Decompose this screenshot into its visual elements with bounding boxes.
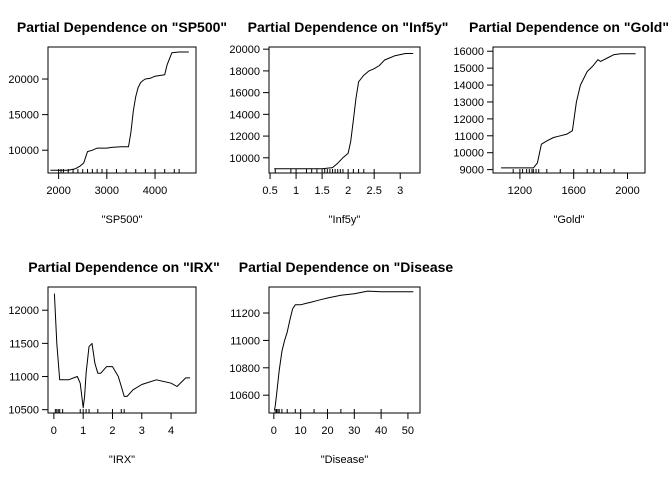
x-tick-label: 0 [51, 425, 57, 437]
y-tick-label: 11000 [9, 372, 39, 384]
y-tick-label: 10000 [453, 148, 484, 160]
x-tick-label: 0 [271, 425, 277, 437]
x-tick-label: 50 [402, 425, 414, 437]
y-tick-label: 11000 [454, 131, 484, 143]
x-axis-label: "SP500" [102, 214, 143, 226]
partial-dependence-line [274, 53, 414, 170]
y-tick-label: 16000 [229, 88, 260, 100]
y-tick-label: 18000 [229, 66, 260, 78]
x-axis-label: "Inf5y" [329, 214, 361, 226]
chart-title: Partial Dependence on "Gold" [469, 19, 669, 35]
partial-dependence-line [273, 290, 414, 411]
y-tick-label: 13000 [453, 97, 484, 109]
x-tick-label: 1 [80, 425, 86, 437]
x-tick-label: 2.5 [367, 185, 382, 197]
y-tick-label: 11500 [9, 338, 39, 350]
y-tick-label: 12000 [453, 114, 484, 126]
y-tick-label: 10000 [8, 145, 39, 157]
chart-panel-3: Partial Dependence on "Gold" 1200 1600 2000… [453, 19, 669, 226]
y-tick-label: 15000 [8, 110, 39, 122]
y-tick-label: 10800 [229, 363, 260, 375]
plot-frame [268, 46, 421, 174]
x-tick-label: 4 [168, 425, 174, 437]
y-tick-label: 10600 [229, 390, 260, 402]
chart-title: Partial Dependence on "SP500" [17, 19, 227, 35]
x-tick-label: 40 [375, 425, 387, 437]
y-tick-label: 14000 [229, 109, 260, 121]
x-tick-label: 1200 [508, 185, 532, 197]
x-tick-label: 1 [293, 185, 299, 197]
x-tick-label: 2 [345, 185, 351, 197]
x-axis-label: "IRX" [109, 454, 135, 466]
y-tick-label: 15000 [453, 63, 484, 75]
partial-dependence-line [501, 53, 636, 169]
x-tick-label: 3 [397, 185, 403, 197]
y-tick-label: 10500 [8, 405, 39, 417]
partial-dependence-line [53, 293, 191, 409]
x-tick-label: 3 [139, 425, 145, 437]
x-axis-label: "Gold" [553, 214, 584, 226]
x-tick-label: 20 [321, 425, 333, 437]
x-tick-label: 30 [348, 425, 360, 437]
y-tick-label: 11000 [230, 335, 260, 347]
partial-dependence-line [50, 51, 189, 171]
y-tick-label: 20000 [8, 74, 39, 86]
y-tick-label: 20000 [229, 44, 260, 56]
y-tick-label: 14000 [453, 80, 484, 92]
plot-frame [47, 286, 197, 414]
x-tick-label: 0.5 [262, 185, 277, 197]
x-tick-label: 2000 [615, 185, 639, 197]
x-tick-label: 2000 [46, 185, 70, 197]
chart-title: Partial Dependence on "Inf5y" [248, 19, 449, 35]
y-tick-label: 16000 [453, 46, 484, 58]
chart-panel-5: Partial Dependence on "Disease 0 10 20 30 40 5… [229, 259, 453, 466]
chart-panel-1: Partial Dependence on "SP500" 2000 3000 400… [8, 19, 227, 226]
x-tick-label: 1600 [561, 185, 585, 197]
chart-title: Partial Dependence on "Disease [239, 259, 454, 275]
chart-panel-4: Partial Dependence on "IRX" 0 1 2 3 4 10500 110… [8, 259, 219, 466]
x-axis-label: "Disease" [321, 454, 369, 466]
chart-title: Partial Dependence on "IRX" [28, 259, 219, 275]
plot-frame [268, 286, 421, 414]
y-tick-label: 10000 [229, 153, 260, 165]
plot-frame [47, 46, 197, 174]
chart-panel-2: Partial Dependence on "Inf5y" 0.5 1 1.5 2 2.5… [229, 19, 448, 226]
x-tick-label: 1.5 [314, 185, 329, 197]
x-tick-label: 2 [109, 425, 115, 437]
y-tick-label: 11200 [230, 308, 260, 320]
x-tick-label: 10 [295, 425, 307, 437]
y-tick-label: 12000 [8, 305, 39, 317]
y-tick-label: 9000 [460, 165, 484, 177]
y-tick-label: 12000 [229, 131, 260, 143]
x-tick-label: 3000 [95, 185, 119, 197]
x-tick-label: 4000 [143, 185, 167, 197]
plot-frame [492, 46, 646, 174]
